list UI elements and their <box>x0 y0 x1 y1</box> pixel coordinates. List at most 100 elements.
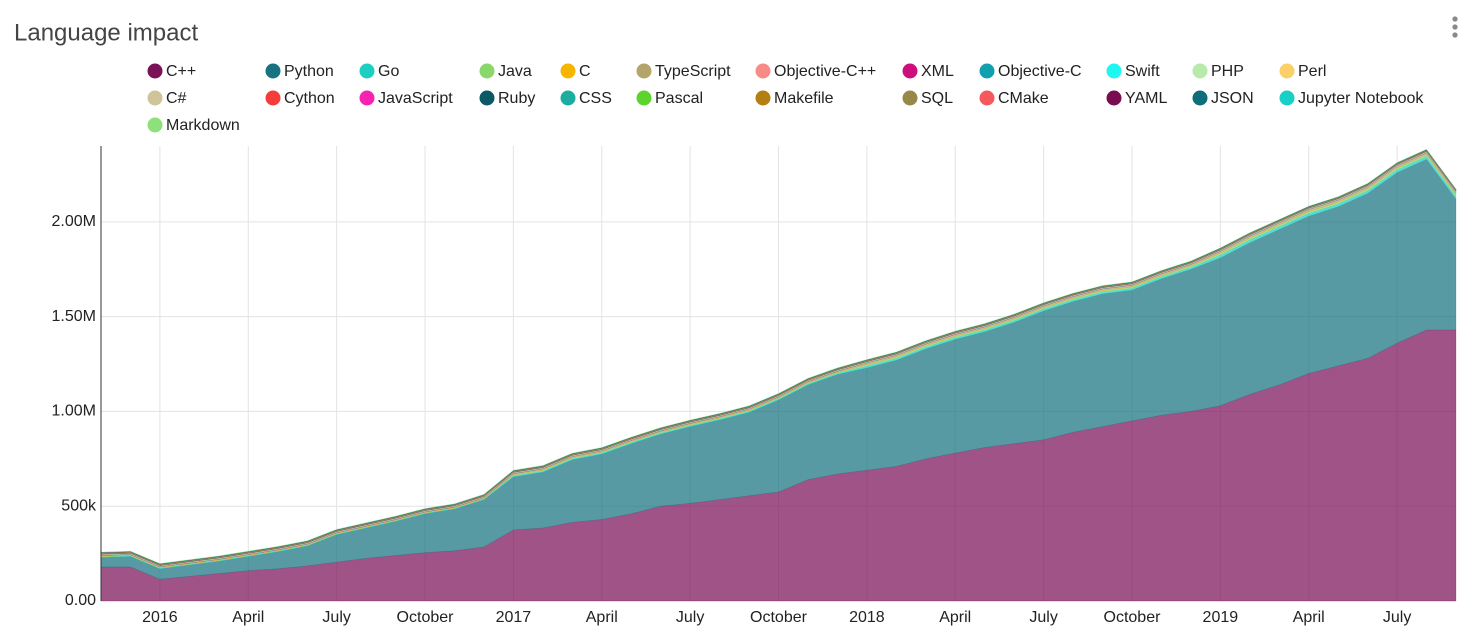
area <box>100 151 1457 567</box>
legend-swatch <box>1279 63 1295 79</box>
legend-item[interactable]: C <box>560 63 591 80</box>
y-tick-label: 2.00M <box>52 213 96 230</box>
legend-swatch <box>265 63 281 79</box>
menu-dot <box>1452 32 1458 38</box>
legend-swatch <box>1192 90 1208 106</box>
legend-item[interactable]: JavaScript <box>359 90 454 107</box>
legend-item[interactable]: JSON <box>1192 90 1254 107</box>
legend-label: Makefile <box>774 90 834 107</box>
legend-swatch <box>147 63 163 79</box>
area <box>100 152 1457 568</box>
legend-swatch <box>560 63 576 79</box>
x-tick-label: 2017 <box>496 609 532 626</box>
legend-item[interactable]: Objective-C <box>979 63 1082 80</box>
legend-label: Objective-C <box>998 63 1082 80</box>
legend-swatch <box>359 90 375 106</box>
area <box>100 152 1457 568</box>
legend-swatch <box>1106 90 1122 106</box>
legend-item[interactable]: Python <box>265 63 334 80</box>
legend-item[interactable]: Jupyter Notebook <box>1279 90 1425 107</box>
legend-label: Jupyter Notebook <box>1298 90 1424 107</box>
x-tick-label: October <box>1104 609 1162 626</box>
legend-label: SQL <box>921 90 953 107</box>
legend-item[interactable]: C# <box>147 90 187 107</box>
legend-swatch <box>636 90 652 106</box>
menu-dot <box>1452 16 1458 22</box>
legend-swatch <box>1192 63 1208 79</box>
x-tick-label: October <box>750 609 808 626</box>
area <box>100 148 1457 564</box>
legend-label: Objective-C++ <box>774 63 876 80</box>
legend-item[interactable]: Swift <box>1106 63 1161 80</box>
legend-label: Python <box>284 63 334 80</box>
y-tick-label: 500k <box>61 497 97 514</box>
legend-label: C++ <box>166 63 196 80</box>
legend-label: CMake <box>998 90 1049 107</box>
menu-dot <box>1452 24 1458 30</box>
legend-item[interactable]: CMake <box>979 90 1049 107</box>
legend-item[interactable]: TypeScript <box>636 63 732 80</box>
area <box>100 150 1457 566</box>
legend-item[interactable]: Ruby <box>479 90 536 107</box>
area <box>100 150 1457 566</box>
legend-label: JSON <box>1211 90 1254 107</box>
legend-swatch <box>755 90 771 106</box>
legend-item[interactable]: Pascal <box>636 90 704 107</box>
legend-label: TypeScript <box>655 63 731 80</box>
legend-swatch <box>147 90 163 106</box>
legend-item[interactable]: SQL <box>902 90 954 107</box>
legend-item[interactable]: PHP <box>1192 63 1244 80</box>
legend-label: CSS <box>579 90 612 107</box>
legend-label: Perl <box>1298 63 1326 80</box>
legend-swatch <box>265 90 281 106</box>
y-tick-label: 1.00M <box>52 403 96 420</box>
legend-swatch <box>479 63 495 79</box>
legend-swatch <box>979 90 995 106</box>
legend-item[interactable]: Objective-C++ <box>755 63 877 80</box>
chart-title: Language impact <box>14 19 198 46</box>
legend-label: YAML <box>1125 90 1167 107</box>
legend-label: Java <box>498 63 532 80</box>
legend-swatch <box>1279 90 1295 106</box>
legend-label: Cython <box>284 90 335 107</box>
legend-label: Ruby <box>498 90 535 107</box>
x-tick-label: April <box>586 609 618 626</box>
legend-label: JavaScript <box>378 90 453 107</box>
x-tick-label: July <box>676 609 704 626</box>
legend-swatch <box>359 63 375 79</box>
x-tick-label: October <box>397 609 455 626</box>
legend-label: Markdown <box>166 117 240 134</box>
legend-label: Pascal <box>655 90 703 107</box>
legend-item[interactable]: CSS <box>560 90 612 107</box>
legend-item[interactable]: Makefile <box>755 90 834 107</box>
area <box>100 149 1457 565</box>
y-tick-label: 0.00 <box>65 592 96 609</box>
x-tick-label: 2016 <box>142 609 178 626</box>
legend-item[interactable]: Java <box>479 63 532 80</box>
legend-label: C <box>579 63 591 80</box>
legend-swatch <box>1106 63 1122 79</box>
area <box>100 149 1457 565</box>
legend-swatch <box>979 63 995 79</box>
area <box>100 150 1457 566</box>
legend-label: XML <box>921 63 954 80</box>
legend-item[interactable]: XML <box>902 63 955 80</box>
legend-item[interactable]: YAML <box>1106 90 1168 107</box>
legend-label: Go <box>378 63 399 80</box>
x-tick-label: April <box>232 609 264 626</box>
x-tick-label: April <box>1293 609 1325 626</box>
legend-swatch <box>755 63 771 79</box>
legend-item[interactable]: Perl <box>1279 63 1327 80</box>
legend-item[interactable]: Go <box>359 63 400 80</box>
menu-button[interactable] <box>1452 16 1458 38</box>
legend-label: PHP <box>1211 63 1244 80</box>
legend-item[interactable]: Markdown <box>147 117 240 134</box>
x-tick-label: July <box>1383 609 1411 626</box>
legend-swatch <box>902 63 918 79</box>
legend-label: C# <box>166 90 187 107</box>
legend-item[interactable]: C++ <box>147 63 197 80</box>
legend-swatch <box>147 117 163 133</box>
legend-item[interactable]: Cython <box>265 90 335 107</box>
x-tick-label: July <box>1029 609 1057 626</box>
